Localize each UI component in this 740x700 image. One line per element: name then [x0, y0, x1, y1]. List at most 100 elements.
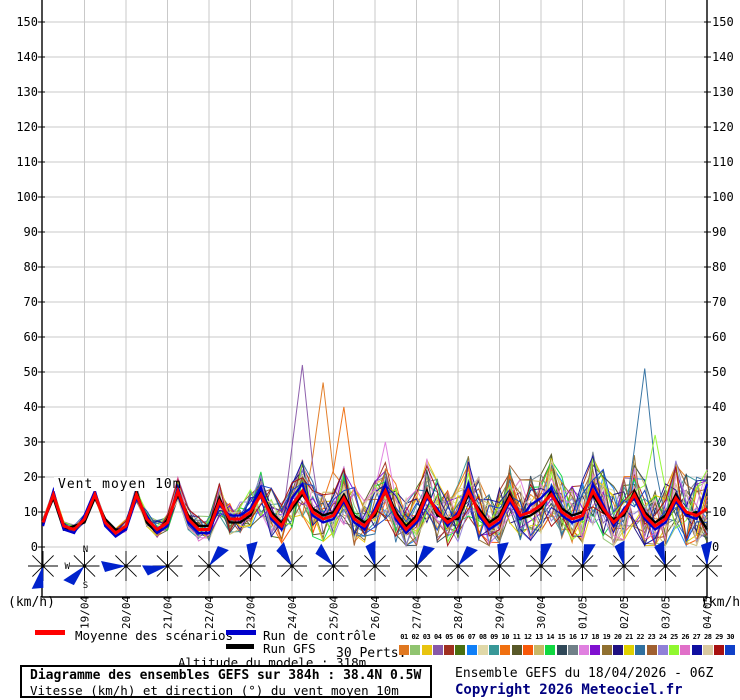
wind-arrow [582, 544, 596, 566]
wind-rose [360, 540, 390, 581]
wind-arrow [497, 542, 509, 566]
pert-color-swatch [455, 645, 466, 655]
pert-number: 18 [591, 633, 600, 641]
pert-number: 24 [659, 633, 667, 641]
svg-text:30/04: 30/04 [535, 596, 548, 629]
pert-color-swatch [579, 645, 589, 655]
svg-text:20: 20 [712, 470, 726, 484]
svg-text:70: 70 [712, 295, 726, 309]
wind-rose [526, 543, 556, 581]
svg-text:90: 90 [24, 225, 38, 239]
legend-gfs-label: Run GFS [263, 641, 316, 656]
pert-color-swatch [534, 645, 544, 655]
pert-color-swatch [669, 645, 679, 655]
pert-color-swatch [466, 645, 477, 655]
wind-arrow [540, 543, 553, 566]
pert-color-swatch [444, 645, 454, 655]
wind-direction-row [28, 540, 722, 589]
pert-color-swatch [556, 645, 567, 655]
wind-arrow [101, 561, 126, 572]
wind-arrow [209, 546, 229, 566]
compass-s: S [83, 581, 88, 591]
wind-arrow [246, 541, 258, 566]
svg-text:60: 60 [712, 330, 726, 344]
svg-text:40: 40 [712, 400, 726, 414]
pert-color-swatch [601, 645, 612, 655]
pert-color-swatch [702, 645, 713, 655]
mean-line-swatch [35, 630, 65, 635]
pert-color-swatch [635, 645, 646, 655]
pert-color-swatch [432, 645, 443, 655]
svg-text:0: 0 [712, 540, 719, 554]
svg-text:130: 130 [16, 85, 38, 99]
pert-number: 17 [580, 633, 588, 641]
svg-text:23/04: 23/04 [245, 596, 258, 629]
pert-color-swatch [714, 645, 724, 655]
svg-text:24/04: 24/04 [286, 596, 299, 629]
pert-number: 30 [726, 633, 735, 641]
pert-number: 01 [400, 633, 408, 641]
legend-mean-label: Moyenne des scénarios [75, 628, 234, 643]
wind-arrow [365, 540, 376, 566]
wind-rose [484, 542, 515, 581]
wind-arrow [654, 540, 666, 566]
pert-number: 07 [467, 633, 476, 641]
svg-text:29/04: 29/04 [494, 596, 507, 629]
svg-text:130: 130 [712, 85, 734, 99]
svg-text:04/05: 04/05 [701, 596, 714, 629]
y-unit-label-right: (km/h) [701, 595, 740, 610]
wind-rose [276, 541, 307, 581]
y-unit-label-left: (km/h) [8, 595, 55, 610]
svg-text:01/05: 01/05 [577, 596, 590, 629]
wind-rose [443, 546, 478, 581]
svg-text:26/04: 26/04 [369, 596, 382, 629]
svg-text:10: 10 [24, 505, 38, 519]
svg-text:90: 90 [712, 225, 726, 239]
svg-text:20: 20 [24, 470, 38, 484]
svg-text:02/05: 02/05 [618, 596, 631, 629]
svg-text:21/04: 21/04 [162, 596, 175, 629]
wind-arrow [416, 545, 435, 566]
compass-w: W [65, 562, 71, 572]
svg-text:110: 110 [712, 155, 734, 169]
svg-text:0: 0 [31, 540, 38, 554]
wind-rose [315, 543, 349, 581]
svg-text:50: 50 [712, 365, 726, 379]
svg-text:60: 60 [24, 330, 38, 344]
pert-color-swatch [489, 645, 499, 655]
pert-number: 26 [681, 633, 690, 641]
pert-number: 08 [479, 633, 487, 641]
pert-color-swatch [567, 645, 578, 655]
copyright-label: Copyright 2026 Meteociel.fr [455, 682, 683, 698]
svg-text:80: 80 [712, 260, 726, 274]
pert-number: 11 [512, 633, 521, 641]
pert-number: 12 [524, 633, 532, 641]
svg-text:120: 120 [712, 120, 734, 134]
pert-number: 28 [704, 633, 712, 641]
compass-n: N [83, 545, 88, 555]
wind-arrow [276, 541, 292, 566]
pert-color-swatch [399, 645, 409, 655]
pert-color-swatch [624, 645, 634, 655]
wind-arrow [614, 540, 625, 566]
svg-text:150: 150 [712, 15, 734, 29]
svg-text:140: 140 [712, 50, 734, 64]
pert-color-swatch [691, 645, 702, 655]
svg-text:30: 30 [24, 435, 38, 449]
pert-color-swatch [646, 645, 657, 655]
svg-text:30: 30 [712, 435, 726, 449]
pert-number: 25 [670, 633, 678, 641]
pert-number: 19 [602, 633, 611, 641]
wind-arrow [458, 546, 478, 566]
wind-rose [101, 551, 141, 581]
pert-color-swatch [410, 645, 421, 655]
wind-rose [567, 544, 598, 581]
svg-text:03/05: 03/05 [660, 596, 673, 629]
svg-text:100: 100 [712, 190, 734, 204]
control-line-swatch [226, 630, 256, 635]
pert-color-swatch [680, 645, 691, 655]
pert-number: 21 [625, 633, 633, 641]
wind-rose [235, 541, 266, 581]
x-date-labels: 19/04 20/04 21/04 22/04 23/04 24/04 25/04 26/04… [79, 596, 715, 629]
svg-text:40: 40 [24, 400, 38, 414]
